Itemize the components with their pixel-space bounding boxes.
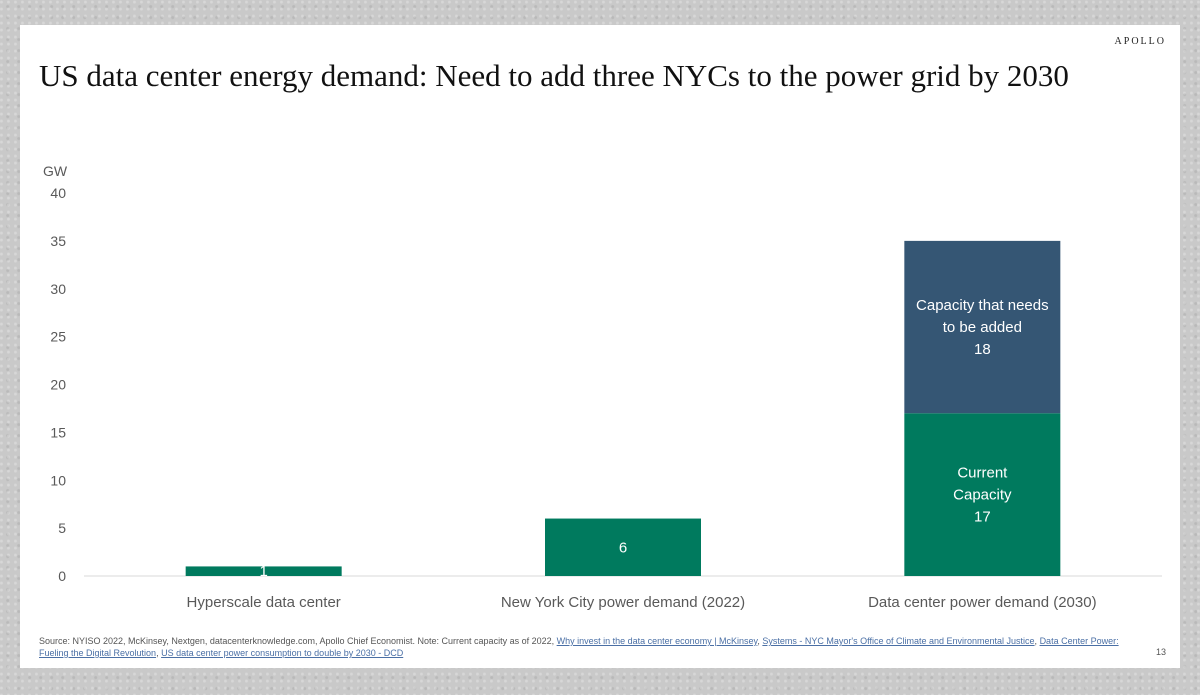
page-title: US data center energy demand: Need to ad… xyxy=(39,58,1069,93)
footnote-link-nyc-climate[interactable]: Systems - NYC Mayor's Office of Climate … xyxy=(762,636,1035,646)
y-tick-label: 5 xyxy=(58,520,66,536)
apollo-logo: APOLLO xyxy=(1114,36,1166,47)
y-tick-label: 20 xyxy=(50,377,66,393)
footnote-text: Source: NYISO 2022, McKinsey, Nextgen, d… xyxy=(39,636,557,646)
footnote-link-dcd[interactable]: US data center power consumption to doub… xyxy=(161,648,404,658)
data-label: 1 xyxy=(259,563,267,580)
data-label-line: 1 xyxy=(259,563,267,580)
y-tick-label: 35 xyxy=(50,233,66,249)
data-label-line: Capacity that needs xyxy=(916,297,1049,314)
data-label: Capacity that needs to be added 18 xyxy=(916,297,1049,358)
data-label: Current Capacity 17 xyxy=(953,465,1012,526)
y-tick-label: 10 xyxy=(50,472,66,488)
bar-segment xyxy=(185,566,342,576)
bar-segment xyxy=(904,413,1061,576)
page-number: 13 xyxy=(1155,647,1166,657)
data-label-line: Capacity xyxy=(953,487,1012,504)
y-tick-label: 25 xyxy=(50,329,66,345)
y-tick-label: 30 xyxy=(50,281,66,297)
bar-segment xyxy=(904,240,1061,414)
footnote-link-datacenter-power[interactable]: Data Center Power: Fueling the Digital R… xyxy=(39,636,1119,658)
data-label-line: to be added xyxy=(943,319,1022,336)
y-tick-label: 40 xyxy=(50,185,66,201)
data-label-line: Current xyxy=(957,465,1008,482)
data-label-line: 18 xyxy=(974,341,991,358)
footnote-link-mckinsey[interactable]: Why invest in the data center economy | … xyxy=(556,636,758,646)
x-category-label: Data center power demand (2030) xyxy=(868,594,1096,611)
data-label-line: 17 xyxy=(974,509,991,526)
y-tick-label: 15 xyxy=(50,424,66,440)
source-footnote: Source: NYISO 2022, McKinsey, Nextgen, d… xyxy=(39,636,1119,658)
y-axis-label: GW xyxy=(43,163,68,179)
data-label: 6 xyxy=(619,539,627,556)
y-tick-label: 0 xyxy=(58,568,66,584)
x-category-label: New York City power demand (2022) xyxy=(501,594,745,611)
x-category-label: Hyperscale data center xyxy=(187,594,341,611)
bar-segment xyxy=(545,518,701,576)
data-label-line: 6 xyxy=(619,539,627,556)
